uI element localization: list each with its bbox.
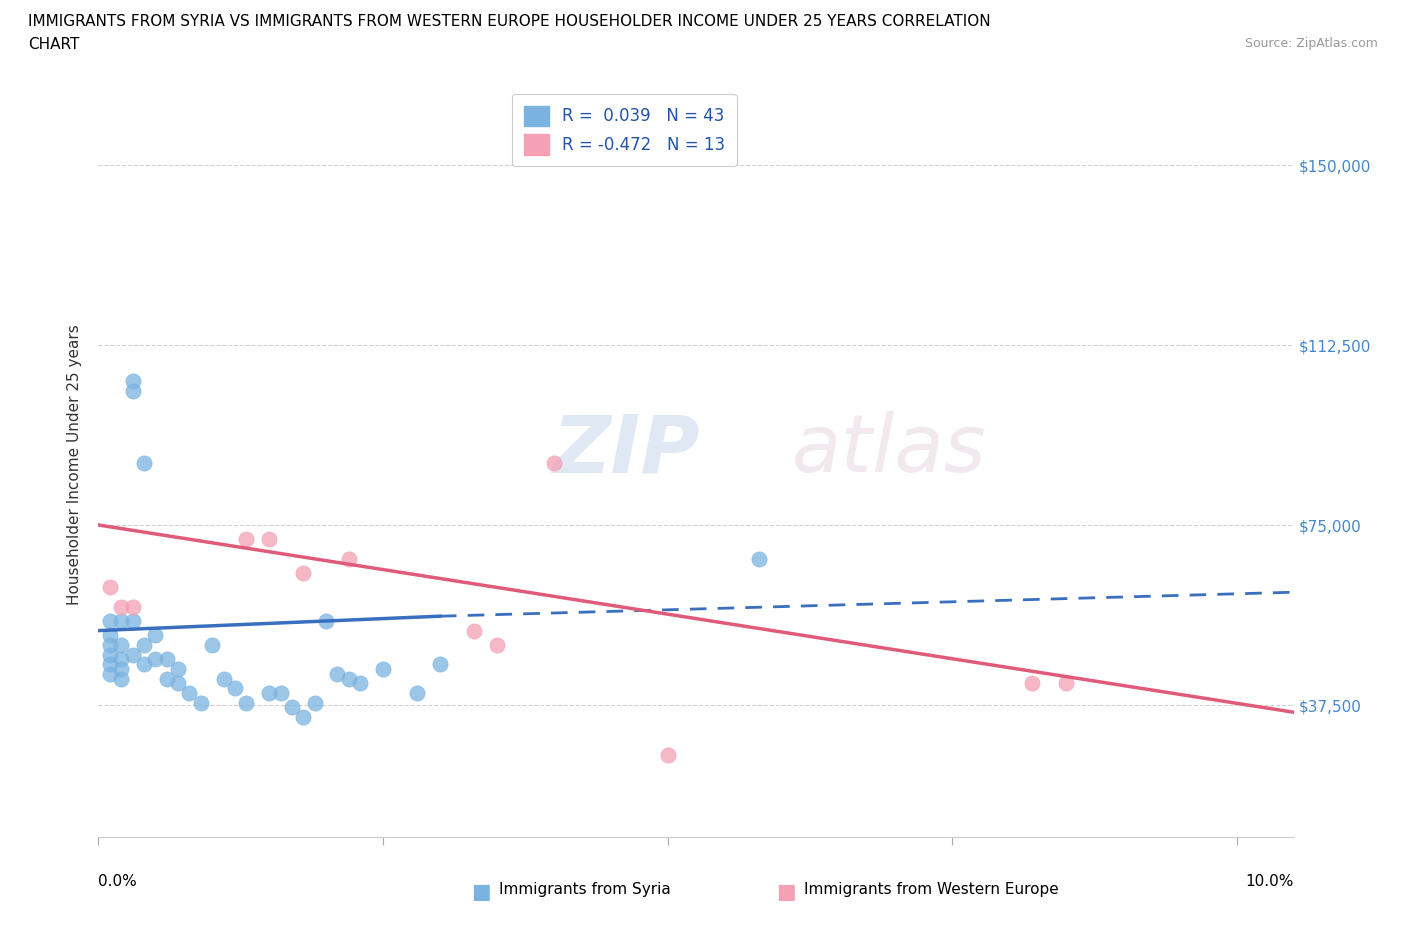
Point [98,628,121,643]
Point [98,657,121,671]
Point [235,695,257,710]
Point [143,628,166,643]
Point [235,532,257,547]
Text: ZIP: ZIP [553,411,700,489]
Legend: R =  0.039   N = 43, R = -0.472   N = 13: R = 0.039 N = 43, R = -0.472 N = 13 [512,94,737,166]
Point [132,455,155,470]
Point [349,676,371,691]
Point [98,638,121,653]
Point [429,657,451,671]
Point [292,710,315,724]
Point [121,614,143,629]
Point [98,667,121,682]
Text: Source: ZipAtlas.com: Source: ZipAtlas.com [1244,37,1378,50]
Point [463,623,485,638]
Point [257,532,280,547]
Point [1054,676,1077,691]
Text: IMMIGRANTS FROM SYRIA VS IMMIGRANTS FROM WESTERN EUROPE HOUSEHOLDER INCOME UNDER: IMMIGRANTS FROM SYRIA VS IMMIGRANTS FROM… [28,14,991,29]
Point [406,685,429,700]
Point [371,661,394,676]
Point [110,661,132,676]
Text: ■: ■ [471,882,491,902]
Text: ■: ■ [776,882,796,902]
Point [337,671,360,686]
Point [121,599,143,614]
Point [657,748,679,763]
Point [326,667,349,682]
Text: CHART: CHART [28,37,80,52]
Point [485,638,508,653]
Point [110,671,132,686]
Point [270,685,292,700]
Text: 10.0%: 10.0% [1246,874,1294,889]
Point [110,599,132,614]
Point [167,661,190,676]
Point [281,700,304,715]
Y-axis label: Householder Income Under 25 years: Householder Income Under 25 years [67,325,83,605]
Point [98,647,121,662]
Point [224,681,246,696]
Point [110,614,132,629]
Text: Immigrants from Syria: Immigrants from Syria [499,882,671,897]
Point [143,652,166,667]
Point [132,657,155,671]
Point [201,638,224,653]
Point [132,638,155,653]
Point [1021,676,1043,691]
Point [167,676,190,691]
Point [121,383,143,398]
Point [543,455,565,470]
Text: 0.0%: 0.0% [98,874,138,889]
Point [98,580,121,595]
Point [121,374,143,389]
Text: atlas: atlas [792,411,987,489]
Point [179,685,201,700]
Point [304,695,326,710]
Point [156,671,179,686]
Point [156,652,179,667]
Point [292,565,315,580]
Point [257,685,280,700]
Point [98,614,121,629]
Point [315,614,337,629]
Point [121,647,143,662]
Point [110,652,132,667]
Point [190,695,212,710]
Point [212,671,235,686]
Point [337,551,360,566]
Point [110,638,132,653]
Point [748,551,770,566]
Text: Immigrants from Western Europe: Immigrants from Western Europe [804,882,1059,897]
